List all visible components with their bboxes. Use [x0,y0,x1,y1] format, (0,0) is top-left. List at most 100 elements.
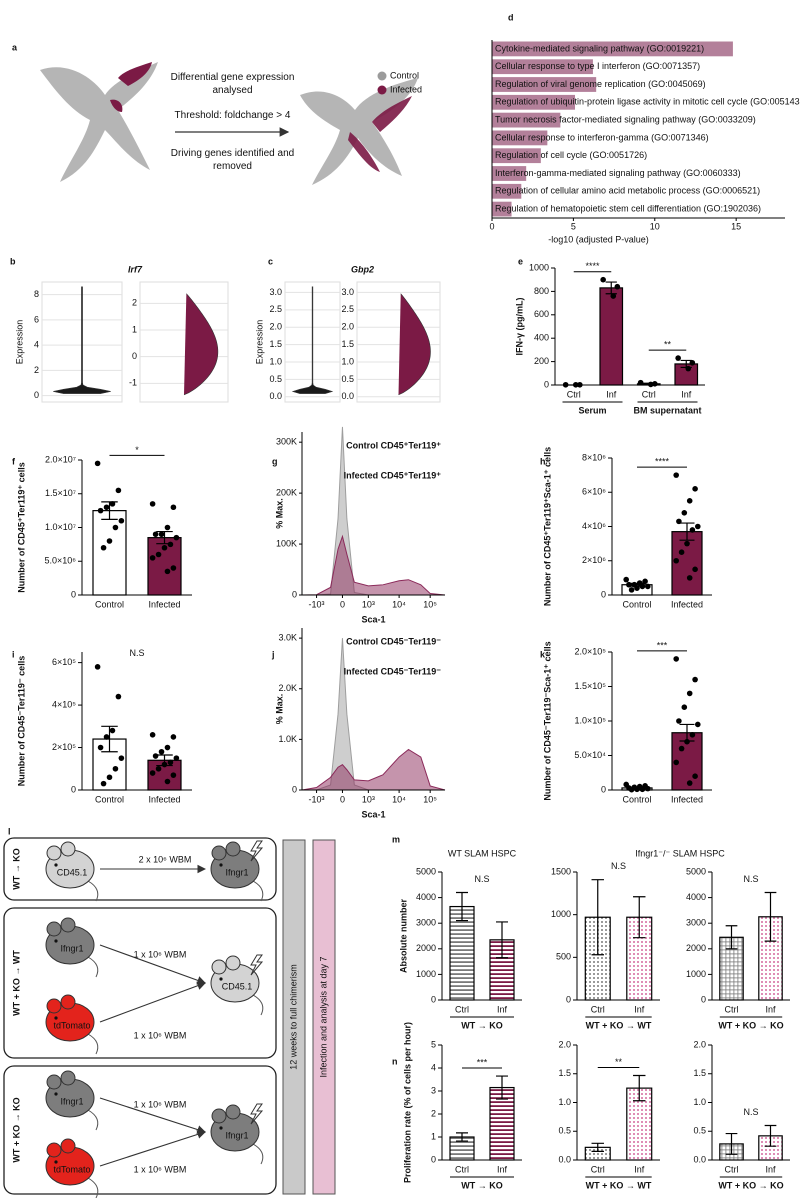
mouse-eye [54,1160,58,1164]
data-point [678,549,685,555]
significance-label: * [135,445,139,455]
x-tick-label: 10⁵ [423,599,437,609]
x-tick-label: Inf [765,1004,776,1014]
significance-label: **** [585,261,600,271]
mouse-tail [87,880,99,902]
mouse-tail [87,1033,99,1055]
data-point [118,517,125,524]
x-axis-label: Sca-1 [361,614,385,624]
x-tick-label: Ctrl [455,1164,469,1174]
y-tick-label: 2.0 [341,322,354,332]
data-point [685,365,692,372]
y-axis-label: Expression [254,320,264,365]
mouse-ear [211,845,227,861]
y-tick-label: 200 [534,356,549,366]
data-point [100,544,107,551]
error-bar [605,281,617,295]
data-point [158,531,165,538]
violin-shape [183,293,219,396]
x-tick-label: 0 [340,599,345,609]
data-point [94,460,101,467]
error-bar [101,725,118,753]
data-point [645,583,651,590]
y-tick-label: 1 [132,324,137,334]
y-tick-label: 2×10⁶ [582,555,606,565]
umap-infected [348,96,412,172]
y-tick-label: 0 [544,379,549,389]
y-tick-label: 300K [276,437,297,447]
significance-label: ** [615,1057,623,1067]
y-tick-label: 3 [431,1085,436,1095]
x-axis-label: Sca-1 [361,809,385,819]
mouse-label: Ifngr1 [60,943,83,953]
chart-title: WT SLAM HSPC [448,848,517,858]
y-tick-label: 1.5×10⁷ [45,488,76,498]
y-axis-label: Number of CD45⁻Ter119⁻Sca-1⁺ cells [542,641,552,800]
panel-label: m [392,834,400,844]
y-tick-label: 1500 [551,866,571,876]
x-tick-label: Ctrl [591,1004,605,1014]
violin-shape [291,286,334,394]
mouse-eye [54,1092,58,1096]
mouse-eye [54,863,58,867]
step-text: Driving genes identified and removed [170,148,295,172]
data-point [109,501,116,507]
y-axis-label: Number of CD45⁺Ter119⁺Sca-1⁺ cells [542,447,552,606]
lightning [250,1103,264,1125]
y-tick-label: 1.5 [269,339,282,349]
data-point [170,565,177,571]
chart-title: Gbp2 [351,264,374,274]
y-tick-label: 3.0 [341,287,354,297]
y-tick-label: 1.5 [693,1068,706,1078]
panel-label: a [12,42,18,52]
x-tick-label: 10⁵ [423,794,437,804]
significance-label: **** [655,457,670,467]
group-label: WT + KO → KO [718,1020,783,1030]
x-tick-label: 10³ [362,794,375,804]
y-tick-label: 2 [34,365,39,375]
y-tick-label: 0.0 [341,391,354,401]
x-tick-label: 0 [340,794,345,804]
y-tick-label: 3.0 [269,287,282,297]
mouse-eye [219,1126,223,1130]
y-tick-label: 1.5×10⁵ [574,681,606,691]
y-tick-label: 0 [71,784,76,794]
data-point [634,786,640,793]
bar-label: Regulation of cellular amino acid metabo… [495,186,760,196]
y-tick-label: 1000 [551,909,571,919]
phase-label: 12 weeks to full chimerism [288,964,298,1070]
y-tick-label: 800 [534,286,549,296]
x-tick-label: Ctrl [591,1164,605,1174]
y-axis-label: IFN-γ (pg/mL) [514,298,524,356]
mouse-ear [60,841,76,857]
y-tick-label: 0 [292,589,297,599]
y-tick-label: -1 [129,378,137,388]
x-tick-label: Inf [606,389,617,399]
x-tick-label: 10⁴ [392,599,406,609]
data-point [155,551,162,558]
y-tick-label: 1.5 [558,1068,571,1078]
mouse: Ifngr1 [210,1103,264,1165]
bar [492,41,733,57]
data-point [161,761,168,768]
data-point [686,575,693,581]
legend-label: Control CD45⁻Ter119⁻ [346,636,441,646]
mouse-tail [87,1109,99,1131]
mouse-label: tdTomato [53,1164,90,1174]
mouse-ear [46,845,62,861]
y-tick-label: 1.0×10⁷ [45,522,76,532]
y-tick-label: 1000 [416,969,436,979]
error-bar [764,891,777,942]
data-point [170,772,177,778]
x-tick-label: 5 [571,221,576,231]
data-point [645,785,651,792]
significance-label: N.S [743,1107,758,1117]
data-point [678,745,685,752]
data-point [155,765,162,772]
y-tick-label: 0.0 [693,1154,706,1164]
data-point [628,587,635,593]
data-point [106,774,113,781]
significance-label: N.S [611,861,626,871]
y-tick-label: 4 [34,340,39,350]
data-point [164,568,171,575]
